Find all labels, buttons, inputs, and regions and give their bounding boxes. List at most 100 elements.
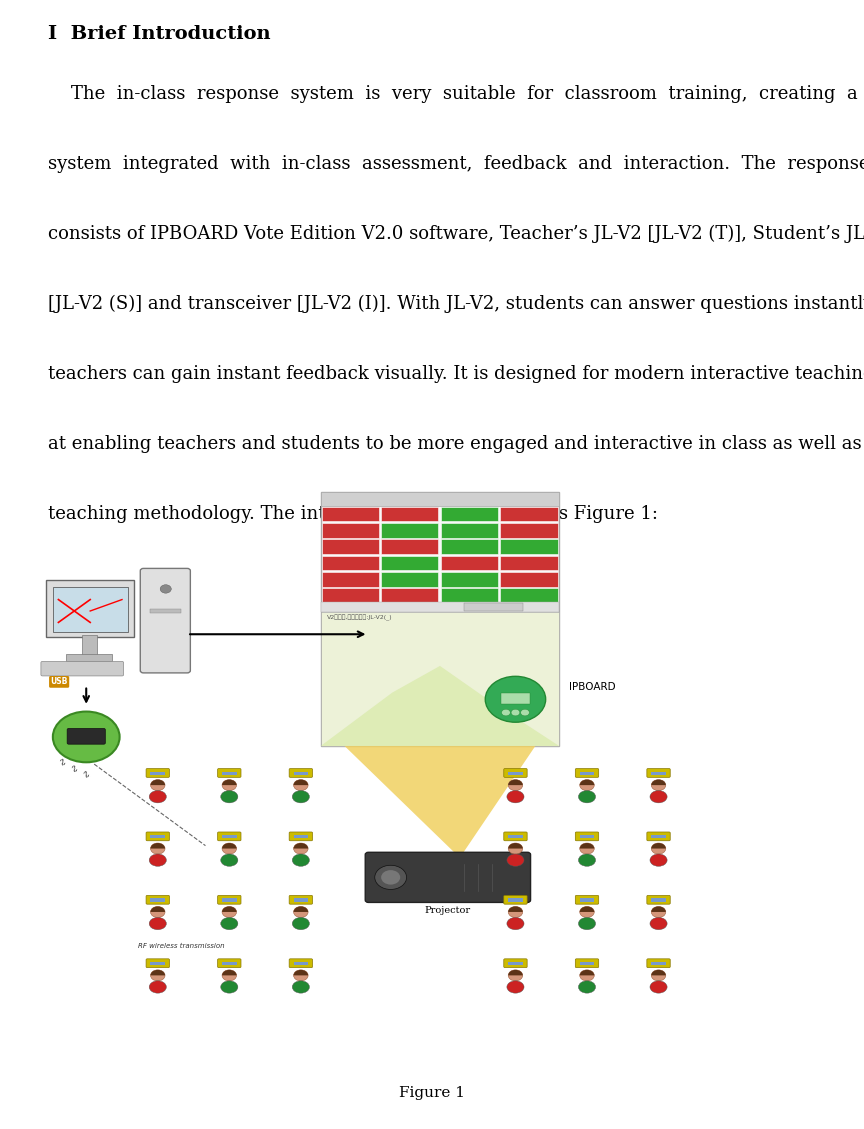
Bar: [321, 572, 378, 587]
Circle shape: [508, 843, 523, 854]
Text: IPBOARD: IPBOARD: [569, 682, 615, 692]
Ellipse shape: [578, 918, 595, 929]
Text: V2教师机,产品型号是:JL-V2(_): V2教师机,产品型号是:JL-V2(_): [327, 615, 393, 621]
Bar: [381, 540, 438, 554]
Bar: [508, 771, 523, 774]
Wedge shape: [508, 907, 523, 912]
Circle shape: [150, 907, 165, 918]
Bar: [508, 835, 523, 838]
Bar: [150, 899, 165, 902]
FancyBboxPatch shape: [504, 769, 527, 778]
Wedge shape: [294, 907, 308, 912]
Bar: [508, 899, 523, 902]
Bar: [82, 636, 97, 655]
Wedge shape: [150, 970, 165, 975]
Circle shape: [381, 870, 400, 885]
FancyBboxPatch shape: [647, 895, 670, 904]
Ellipse shape: [220, 981, 238, 994]
FancyBboxPatch shape: [67, 728, 105, 744]
Wedge shape: [508, 780, 523, 785]
Circle shape: [294, 970, 308, 981]
FancyBboxPatch shape: [41, 662, 124, 676]
FancyBboxPatch shape: [575, 832, 599, 841]
Text: consists of IPBOARD Vote Edition V2.0 software, Teacher’s JL-V2 [JL-V2 (T)], Stu: consists of IPBOARD Vote Edition V2.0 so…: [48, 225, 864, 243]
Ellipse shape: [149, 981, 167, 994]
Bar: [500, 588, 557, 603]
FancyBboxPatch shape: [146, 832, 169, 841]
Bar: [501, 693, 530, 704]
Bar: [580, 771, 594, 774]
Wedge shape: [651, 843, 666, 849]
Wedge shape: [651, 970, 666, 975]
Bar: [580, 835, 594, 838]
Bar: [508, 962, 523, 965]
Wedge shape: [651, 780, 666, 785]
Wedge shape: [508, 970, 523, 975]
Circle shape: [651, 970, 666, 981]
Text: The  in-class  response  system  is  very  suitable  for  classroom  training,  : The in-class response system is very sui…: [48, 85, 864, 103]
Ellipse shape: [292, 854, 309, 866]
Ellipse shape: [578, 854, 595, 866]
FancyBboxPatch shape: [289, 832, 313, 841]
Wedge shape: [580, 843, 594, 849]
Bar: [500, 555, 557, 570]
Bar: [441, 540, 498, 554]
Circle shape: [580, 970, 594, 981]
Circle shape: [501, 709, 511, 716]
Bar: [294, 835, 308, 838]
Circle shape: [580, 843, 594, 854]
Circle shape: [160, 585, 171, 593]
Bar: [294, 771, 308, 774]
Bar: [381, 555, 438, 570]
FancyBboxPatch shape: [289, 959, 313, 968]
Text: RF wireless transmission: RF wireless transmission: [138, 944, 225, 949]
Bar: [580, 899, 594, 902]
Ellipse shape: [578, 790, 595, 803]
Circle shape: [375, 865, 407, 890]
Bar: [381, 588, 438, 603]
Circle shape: [294, 907, 308, 918]
Circle shape: [222, 970, 237, 981]
Ellipse shape: [149, 854, 167, 866]
Bar: [150, 771, 165, 774]
Wedge shape: [580, 780, 594, 785]
Wedge shape: [294, 780, 308, 785]
Circle shape: [521, 709, 530, 716]
Wedge shape: [222, 780, 237, 785]
Wedge shape: [651, 907, 666, 912]
Circle shape: [651, 907, 666, 918]
Text: Figure 1: Figure 1: [399, 1086, 465, 1100]
Circle shape: [294, 780, 308, 790]
Circle shape: [508, 907, 523, 918]
FancyBboxPatch shape: [365, 852, 530, 902]
Bar: [651, 835, 666, 838]
FancyBboxPatch shape: [504, 959, 527, 968]
Bar: [47, 580, 134, 637]
Ellipse shape: [578, 981, 595, 994]
Bar: [441, 507, 498, 522]
Polygon shape: [321, 666, 559, 746]
Text: at enabling teachers and students to be more engaged and interactive in class as: at enabling teachers and students to be …: [48, 435, 864, 453]
FancyBboxPatch shape: [575, 895, 599, 904]
Circle shape: [651, 843, 666, 854]
Ellipse shape: [507, 981, 524, 994]
Bar: [464, 603, 524, 611]
Wedge shape: [580, 970, 594, 975]
FancyBboxPatch shape: [140, 568, 190, 673]
Text: ∿: ∿: [68, 763, 80, 776]
Wedge shape: [508, 843, 523, 849]
Bar: [500, 572, 557, 587]
Wedge shape: [222, 843, 237, 849]
Bar: [67, 654, 112, 662]
Bar: [381, 523, 438, 537]
Bar: [441, 572, 498, 587]
Bar: [441, 588, 498, 603]
Wedge shape: [150, 907, 165, 912]
Ellipse shape: [650, 790, 667, 803]
Circle shape: [651, 780, 666, 790]
Wedge shape: [222, 970, 237, 975]
Bar: [149, 609, 181, 613]
Ellipse shape: [149, 790, 167, 803]
Ellipse shape: [650, 918, 667, 929]
FancyBboxPatch shape: [647, 832, 670, 841]
